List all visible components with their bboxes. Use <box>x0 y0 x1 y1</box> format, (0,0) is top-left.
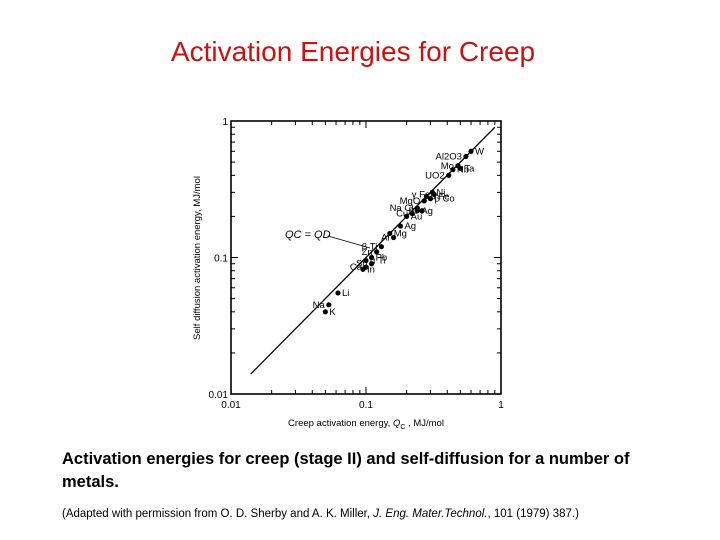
data-point <box>363 257 369 264</box>
point-label: In <box>367 264 375 275</box>
y-axis-label: Self diffusion activation energy, MJ/mol <box>192 176 203 340</box>
x-tick-label: 1 <box>498 400 504 411</box>
point-label: α Fe <box>430 191 449 202</box>
data-point <box>335 290 341 296</box>
data-point <box>421 198 427 204</box>
point-label: Ta <box>464 163 475 174</box>
data-point <box>378 244 384 250</box>
figure-source: (Adapted with permission from O. D. Sher… <box>62 508 579 520</box>
data-point <box>446 172 452 178</box>
x-tick-label: 0.1 <box>359 400 373 411</box>
y-tick-label: 0.1 <box>214 254 228 265</box>
point-label: Ni <box>436 187 445 198</box>
axis-tick-labels: 0.01 0.1 1 0.01 0.1 1 <box>209 117 505 411</box>
point-label: Al <box>381 233 389 244</box>
data-point <box>423 193 429 200</box>
data-point <box>419 208 425 214</box>
point-label: Ag <box>404 221 416 232</box>
line-label-leader <box>327 235 371 249</box>
data-point <box>368 261 375 267</box>
point-label: Sn <box>356 259 368 270</box>
data-point <box>457 165 463 171</box>
slide-title: Activation Energies for Creep <box>170 36 536 67</box>
data-point <box>427 196 434 202</box>
point-label: β Co <box>434 194 454 205</box>
x-axis-label: Creep activation energy, QC , MJ/mol <box>288 418 444 431</box>
line-label: QC = QD <box>285 229 331 241</box>
point-label: Ag <box>421 206 433 217</box>
y-tick-label: 0.01 <box>209 390 229 401</box>
point-label: Na <box>313 300 326 311</box>
point-label: Mo <box>441 161 454 172</box>
data-point <box>450 167 456 173</box>
point-label: Na Cl <box>390 203 414 214</box>
data-point <box>363 264 369 270</box>
point-label: Br <box>409 206 419 217</box>
data-point <box>409 210 415 217</box>
line-annotation: QC = QD <box>285 229 371 249</box>
point-label: UO2 <box>425 170 445 181</box>
point-label: Mg <box>394 228 407 239</box>
point-label: Nb <box>457 165 469 176</box>
x-tick-label: 0.01 <box>221 400 241 411</box>
point-label: Pb <box>376 253 388 264</box>
point-label: Cu <box>396 209 408 220</box>
figure-caption: Activation energies for creep (stage II)… <box>62 450 630 491</box>
point-label: Zn <box>362 247 373 258</box>
point-label: γ Fe <box>412 189 430 200</box>
y-tick-label: 1 <box>222 117 228 128</box>
point-label: Au <box>411 211 423 222</box>
data-point <box>431 191 437 197</box>
data-point <box>468 148 474 154</box>
data-point <box>368 254 375 261</box>
point-label: Al2O3 <box>436 151 462 162</box>
data-point <box>374 249 380 255</box>
point-label: Ca <box>350 262 363 273</box>
point-label: MgO <box>400 196 421 207</box>
point-label: K <box>329 307 336 318</box>
data-point <box>322 309 328 315</box>
data-point <box>463 153 469 160</box>
point-label: Li <box>342 288 349 299</box>
data-point <box>390 234 397 241</box>
point-label: α Ti <box>370 256 386 267</box>
data-point <box>414 208 420 214</box>
axis-ticks <box>230 121 501 395</box>
point-label: W <box>475 146 484 157</box>
data-points <box>322 148 474 315</box>
data-point <box>326 302 332 308</box>
data-point <box>404 213 410 220</box>
point-label: β Ti <box>362 242 378 253</box>
data-point <box>387 230 393 237</box>
data-point <box>397 223 404 229</box>
